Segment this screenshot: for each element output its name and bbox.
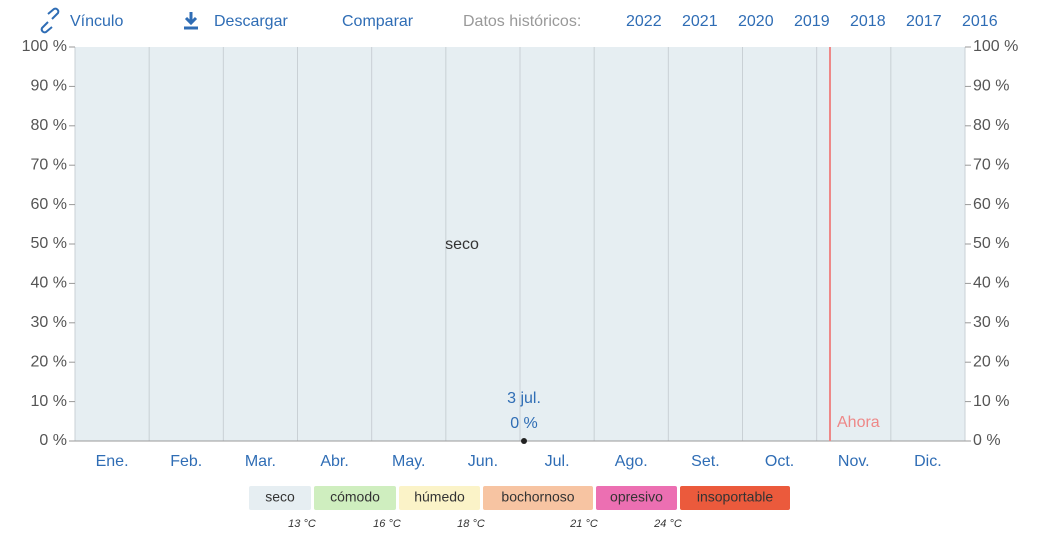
y2-tick-label: 40 % xyxy=(973,275,1009,292)
x-tick-label: Set. xyxy=(691,453,719,470)
x-tick-label: Oct. xyxy=(765,453,794,470)
y-tick-label: 90 % xyxy=(31,78,67,95)
legend-label: opresivo xyxy=(610,489,663,505)
y2-tick-label: 80 % xyxy=(973,117,1009,134)
annotation-dot xyxy=(521,438,527,444)
y2-tick-label: 10 % xyxy=(973,393,1009,410)
x-tick-label: Mar. xyxy=(245,453,276,470)
legend-swatch xyxy=(680,486,790,510)
x-tick-label: Jul. xyxy=(545,453,570,470)
legend-label: bochornoso xyxy=(501,489,574,505)
y-tick-label: 80 % xyxy=(31,117,67,134)
year-link[interactable]: 2021 xyxy=(682,13,718,30)
y2-tick-label: 70 % xyxy=(973,156,1009,173)
legend-label: cómodo xyxy=(330,489,380,505)
y-tick-label: 60 % xyxy=(31,196,67,213)
legend-label: seco xyxy=(265,489,295,505)
download-icon xyxy=(184,12,198,30)
history-label: Datos históricos: xyxy=(463,13,581,30)
year-link[interactable]: 2019 xyxy=(794,13,830,30)
legend-swatch xyxy=(596,486,677,510)
annotation-value: 0 % xyxy=(510,415,538,432)
y2-tick-label: 0 % xyxy=(973,432,1001,449)
x-tick-label: Nov. xyxy=(838,453,870,470)
x-tick-label: Ago. xyxy=(615,453,648,470)
x-tick-label: May. xyxy=(392,453,425,470)
legend-swatch xyxy=(249,486,311,510)
legend-swatch xyxy=(399,486,480,510)
y-tick-label: 20 % xyxy=(31,353,67,370)
y2-tick-label: 30 % xyxy=(973,314,1009,331)
now-label: Ahora xyxy=(837,414,880,431)
year-link[interactable]: 2020 xyxy=(738,13,774,30)
y-tick-label: 40 % xyxy=(31,275,67,292)
y-tick-label: 50 % xyxy=(31,235,67,252)
y2-tick-label: 100 % xyxy=(973,38,1018,55)
y-tick-label: 30 % xyxy=(31,314,67,331)
series-label: seco xyxy=(445,236,479,253)
legend-label: insoportable xyxy=(697,489,773,505)
legend-label: húmedo xyxy=(414,489,465,505)
year-link[interactable]: 2016 xyxy=(962,13,998,30)
annotation-date: 3 jul. xyxy=(507,390,541,407)
threshold-label: 13 °C xyxy=(288,518,316,530)
year-link[interactable]: 2017 xyxy=(906,13,942,30)
x-tick-label: Abr. xyxy=(320,453,348,470)
x-tick-label: Feb. xyxy=(170,453,202,470)
y-tick-label: 70 % xyxy=(31,156,67,173)
threshold-label: 16 °C xyxy=(373,518,401,530)
y-tick-label: 100 % xyxy=(22,38,67,55)
year-link[interactable]: 2018 xyxy=(850,13,886,30)
threshold-label: 18 °C xyxy=(457,518,485,530)
link-button[interactable]: Vínculo xyxy=(70,13,123,30)
legend-swatch xyxy=(314,486,396,510)
y-tick-label: 10 % xyxy=(31,393,67,410)
x-tick-label: Dic. xyxy=(914,453,942,470)
x-tick-label: Jun. xyxy=(468,453,498,470)
compare-button[interactable]: Comparar xyxy=(342,13,414,30)
year-link[interactable]: 2022 xyxy=(626,13,662,30)
threshold-label: 24 °C xyxy=(653,518,682,530)
y2-tick-label: 20 % xyxy=(973,353,1009,370)
link-icon xyxy=(40,7,60,34)
y2-tick-label: 90 % xyxy=(973,78,1009,95)
threshold-label: 21 °C xyxy=(569,518,598,530)
y2-tick-label: 50 % xyxy=(973,235,1009,252)
y2-tick-label: 60 % xyxy=(973,196,1009,213)
y-tick-label: 0 % xyxy=(39,432,67,449)
download-button[interactable]: Descargar xyxy=(214,13,288,30)
x-tick-label: Ene. xyxy=(96,453,129,470)
legend-swatch xyxy=(483,486,593,510)
